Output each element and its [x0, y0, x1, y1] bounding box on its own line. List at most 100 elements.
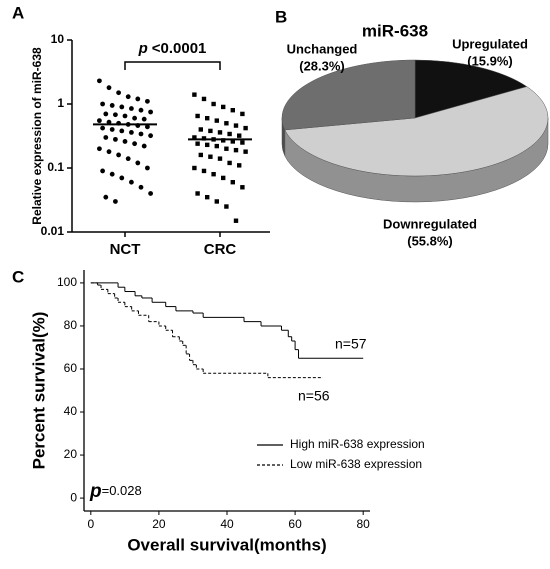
slice-value-label: (55.8%)	[407, 233, 453, 248]
data-point	[129, 129, 134, 135]
y-tick-label: 10	[51, 32, 65, 46]
y-tick-label: 80	[64, 318, 78, 332]
data-point	[211, 101, 216, 107]
slice-label: Unchanged	[287, 41, 358, 56]
data-point	[141, 143, 147, 149]
data-point	[230, 108, 235, 113]
data-point	[106, 149, 112, 155]
data-point	[135, 96, 141, 102]
x-tick-label: NCT	[110, 241, 141, 258]
data-point	[195, 191, 200, 196]
data-point	[205, 115, 210, 121]
data-point	[145, 124, 150, 130]
data-point	[106, 119, 112, 125]
series-label: n=56	[298, 388, 330, 404]
significance-bracket	[124, 61, 221, 70]
data-point	[224, 204, 229, 209]
slice-label: Upregulated	[452, 36, 528, 51]
y-tick-label: 40	[64, 404, 78, 418]
data-point	[148, 133, 154, 139]
data-point	[224, 146, 229, 151]
data-point	[217, 130, 223, 135]
data-point	[240, 185, 245, 190]
data-point	[109, 127, 115, 132]
x-axis-label: Overall survival(months)	[127, 535, 326, 554]
data-point	[214, 199, 219, 204]
y-axis-label: Relative expression of miR-638	[30, 47, 44, 225]
data-point	[132, 141, 138, 147]
data-point	[148, 191, 154, 196]
data-point	[106, 85, 112, 91]
data-point	[211, 172, 216, 177]
data-point	[230, 139, 235, 144]
data-point	[109, 103, 115, 108]
data-point	[119, 104, 125, 110]
data-point	[109, 171, 115, 177]
data-point	[208, 154, 213, 159]
data-point	[119, 128, 125, 134]
data-point	[233, 123, 239, 128]
data-point	[122, 113, 128, 119]
annotation-part: <0.0001	[152, 40, 207, 57]
slice-value-label: (28.3%)	[299, 58, 345, 73]
data-point	[221, 138, 226, 143]
y-tick-label: 0.01	[41, 224, 65, 238]
pie-slice	[414, 59, 528, 119]
data-point	[205, 142, 210, 148]
data-point	[214, 118, 219, 123]
data-point	[233, 147, 239, 153]
data-point	[201, 168, 207, 174]
data-point	[141, 116, 147, 122]
annotation-part: p	[89, 481, 102, 502]
panel-label: B	[275, 7, 287, 26]
y-tick-label: 100	[57, 275, 77, 289]
data-point	[103, 111, 109, 117]
data-point	[198, 152, 203, 158]
data-point	[243, 125, 248, 131]
data-point	[214, 143, 219, 149]
p-value: p=0.028	[89, 481, 142, 502]
data-point	[240, 140, 245, 145]
y-axis-label: Percent survival(%)	[29, 312, 48, 470]
panel-label: C	[12, 267, 24, 286]
data-point	[233, 218, 239, 223]
data-point	[97, 146, 102, 152]
x-tick-label: 20	[152, 517, 166, 531]
annotation-part: p	[138, 40, 148, 57]
x-tick-label: 0	[87, 517, 94, 531]
data-point	[192, 165, 197, 171]
data-point	[221, 175, 226, 181]
data-point	[230, 179, 235, 185]
data-point	[125, 156, 131, 162]
data-point	[129, 179, 134, 185]
data-point	[125, 94, 131, 100]
x-tick-label: 40	[220, 517, 234, 531]
data-point	[119, 175, 125, 181]
data-point	[116, 152, 121, 158]
data-point	[100, 101, 105, 107]
legend-label: Low miR-638 expression	[290, 457, 422, 471]
y-tick-label: 0.1	[47, 160, 64, 174]
data-point	[148, 109, 154, 115]
data-point	[192, 135, 197, 140]
panel-label: A	[12, 3, 24, 22]
data-point	[205, 194, 210, 200]
data-point	[227, 160, 232, 166]
data-point	[224, 121, 229, 126]
series-label: n=57	[335, 336, 367, 352]
data-point	[195, 141, 200, 146]
data-point	[103, 135, 109, 140]
data-point	[240, 111, 245, 117]
x-tick-label: 60	[288, 517, 302, 531]
data-point	[192, 92, 197, 97]
x-tick-label: CRC	[204, 241, 237, 258]
data-point	[237, 163, 242, 168]
annotation-part: =0.028	[102, 483, 142, 498]
data-point	[113, 136, 118, 142]
data-point	[138, 107, 144, 113]
chart-title: miR-638	[362, 21, 428, 40]
data-point	[243, 149, 248, 154]
data-point	[237, 133, 242, 138]
data-point	[145, 98, 150, 104]
legend-label: High miR-638 expression	[290, 437, 425, 451]
